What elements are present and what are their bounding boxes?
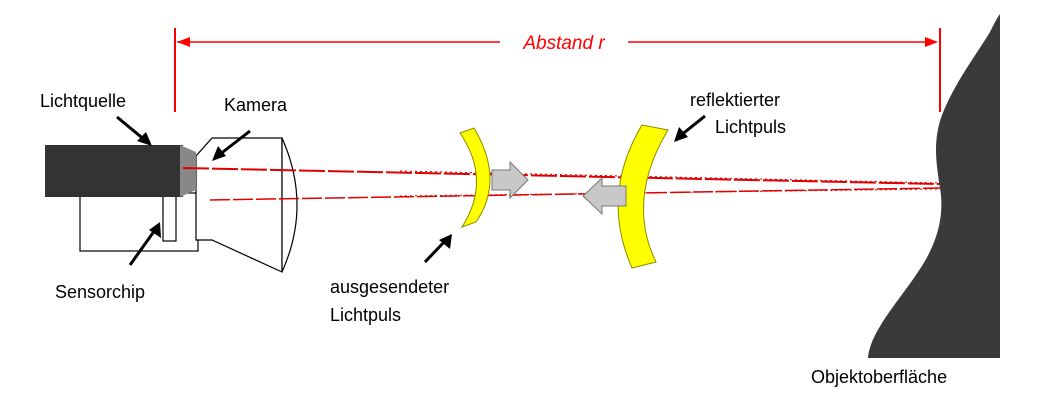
ray-reflected-lower — [399, 188, 941, 197]
camera-lens — [281, 137, 298, 273]
ray-emitted-upper — [182, 167, 941, 185]
distance-arrowhead-left — [177, 37, 190, 47]
pointer-light-source-head — [137, 132, 152, 146]
ray-emitted-lower — [209, 187, 941, 201]
pointer-sensor-chip — [128, 229, 157, 266]
camera-assembly — [79, 137, 298, 273]
camera-body — [195, 137, 283, 273]
light-source-body — [45, 145, 183, 197]
sensor-housing — [79, 192, 199, 252]
object-surface-shape — [868, 14, 1000, 358]
reflected-pulse-label-line2: Lichtpuls — [715, 117, 786, 137]
light-rays — [182, 167, 941, 201]
emitted-pulse-label-line1: ausgesendeter — [330, 277, 449, 297]
pointer-emitted-pulse-head — [439, 234, 452, 249]
pointer-reflected-pulse-head — [674, 127, 688, 142]
emitted-pulse-arrow — [491, 160, 529, 200]
reflected-pulse-label-line1: reflektierter — [690, 90, 780, 110]
light-source — [45, 145, 196, 197]
emitted-pulse — [459, 127, 529, 228]
pointer-emitted-pulse — [423, 238, 448, 264]
reflected-pulse-arrow — [582, 176, 627, 216]
emitted-pulse-shape — [459, 127, 491, 228]
camera-label: Kamera — [224, 95, 288, 115]
light-source-emitter — [180, 145, 196, 197]
pointer-sensor-chip-head — [149, 222, 161, 238]
reflected-pulse — [582, 124, 669, 269]
light-source-label: Lichtquelle — [40, 91, 126, 111]
pointer-camera-head — [212, 146, 226, 161]
pointer-reflected-pulse — [679, 114, 706, 138]
distance-dimension: Abstand r — [174, 28, 941, 112]
distance-label: Abstand r — [522, 33, 605, 54]
label-pointers — [116, 114, 706, 266]
emitted-pulse-label-line2: Lichtpuls — [330, 305, 401, 325]
pointer-camera — [218, 129, 251, 157]
object-surface-label: Objektoberfläche — [811, 367, 947, 387]
distance-arrowhead-right — [925, 37, 938, 47]
sensor-chip-label: Sensorchip — [55, 282, 145, 302]
reflected-pulse-shape — [617, 124, 669, 269]
